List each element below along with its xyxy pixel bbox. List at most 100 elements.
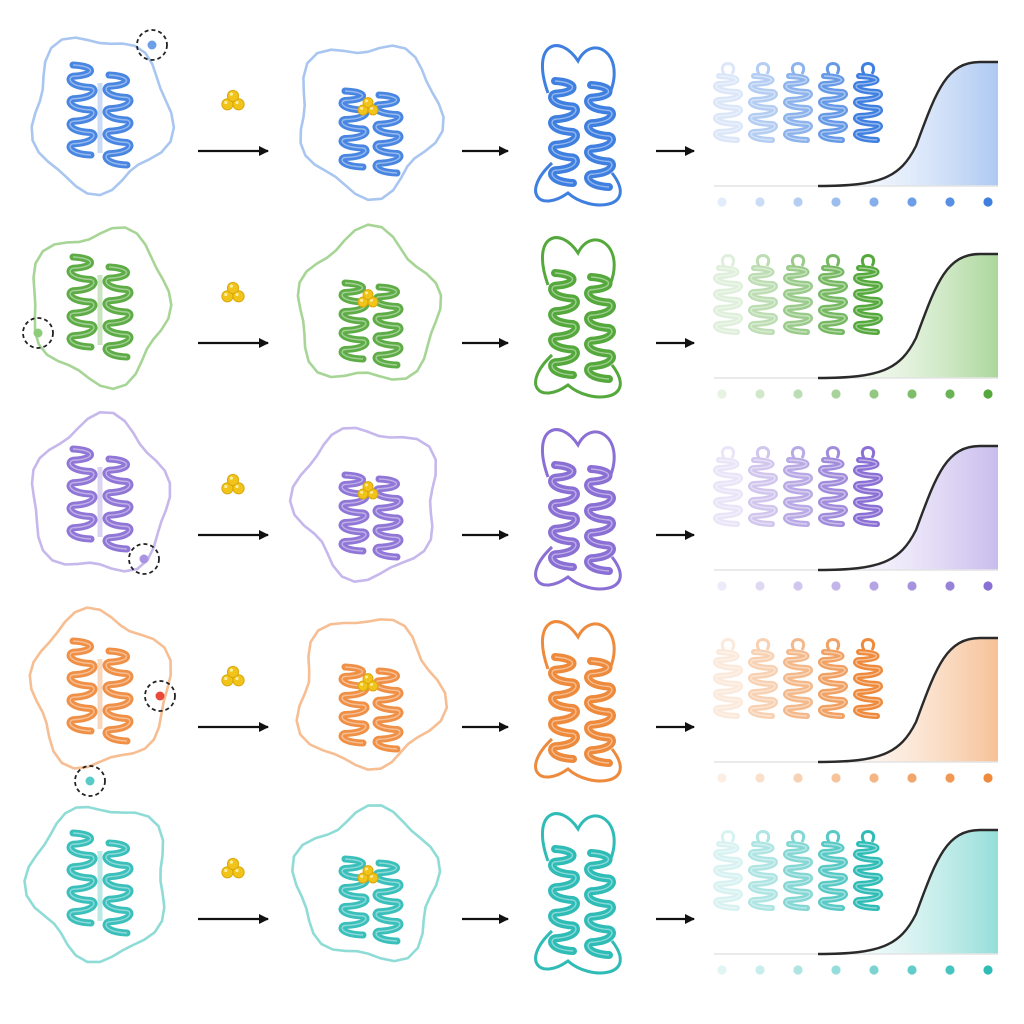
concentration-dot [793,773,803,783]
ensemble-protein [713,254,743,335]
ensemble-protein [853,446,883,527]
ligand-cluster-icon [221,857,245,879]
helix [748,265,778,335]
folded-protein [534,44,622,207]
helix [818,457,848,527]
concentration-dot [869,197,879,207]
ensemble-protein [748,62,778,143]
concentration-dot [717,197,727,207]
helix [548,653,580,763]
ensemble-protein [818,62,848,143]
concentration-dot [945,581,955,591]
helix [584,81,616,191]
concentration-dot [793,581,803,591]
concentration-dot [983,965,993,975]
concentration-dot [717,965,727,975]
ensemble-protein [748,830,778,911]
ordered-loop [534,929,622,975]
disordered-loop [296,223,443,381]
ligand-cluster-icon [221,665,245,687]
disordered-loop [291,804,442,963]
pathway-row-purple [30,411,998,591]
ensemble-protein [748,638,778,719]
concentration-dot [983,773,993,783]
helix [548,77,580,187]
tagged-site-marker [74,765,106,797]
ligand-bound-protein [299,44,445,202]
folded-protein [534,428,622,591]
ensemble-protein [713,446,743,527]
concentration-dot [907,965,917,975]
concentration-dot [907,389,917,399]
ensemble-protein [818,446,848,527]
concentration-dot [831,773,841,783]
concentration-dot [717,773,727,783]
disordered-loop [295,618,449,771]
concentration-dot [907,773,917,783]
response-area [818,446,998,570]
concentration-dot [869,389,879,399]
concentration-dot [831,389,841,399]
helix [548,269,580,379]
helix [66,829,98,927]
response-panel [713,636,998,783]
sigmoid-curve-icon [817,828,998,956]
helix [748,73,778,143]
ligand-cluster-icon [221,473,245,495]
tagged-site-marker [22,317,54,349]
helix [102,647,134,745]
ligand-cluster-icon [357,97,379,116]
concentration-dot [831,197,841,207]
tagged-residue [147,40,157,50]
concentration-dot [793,389,803,399]
ligand-cluster-icon [221,89,245,111]
helix [853,841,883,911]
concentration-dot [717,389,727,399]
ensemble-protein [748,446,778,527]
disordered-loop [23,805,166,964]
helix [818,265,848,335]
helix [853,457,883,527]
response-area [818,254,998,378]
helix [584,849,616,959]
helix [338,663,370,747]
disordered-loop [30,36,176,197]
ligand-cluster-icon [357,673,379,692]
concentration-dot [755,389,765,399]
concentration-dot [983,389,993,399]
concentration-dot [755,197,765,207]
ensemble-protein [818,254,848,335]
ensemble-protein [783,830,813,911]
folded-protein [534,236,622,399]
ordered-loop [534,353,622,399]
concentration-dot [945,197,955,207]
helix [783,841,813,911]
ordered-loop [534,161,622,207]
helix [584,465,616,575]
concentration-dot [831,581,841,591]
helix [584,657,616,767]
ligand-cluster-icon [357,289,379,308]
ensemble-protein [713,62,743,143]
sigmoid-curve-icon [817,636,998,764]
concentration-dot [793,965,803,975]
pathway-row-orange [28,606,998,783]
ensemble-protein [853,830,883,911]
ligand-cluster-icon [357,865,379,884]
helix [548,461,580,571]
disordered-loop [32,226,173,391]
tagged-residue [85,776,95,786]
ligand-cluster-icon [357,481,379,500]
response-area [818,638,998,762]
ensemble-protein [818,830,848,911]
ensemble-protein [818,638,848,719]
helix [713,457,743,527]
concentration-dot [907,197,917,207]
concentration-dot [869,773,879,783]
helix [102,455,134,553]
sigmoid-curve-icon [817,60,998,188]
ensemble-protein [783,62,813,143]
pathway-row-blue [30,29,998,207]
response-panel [713,252,998,399]
